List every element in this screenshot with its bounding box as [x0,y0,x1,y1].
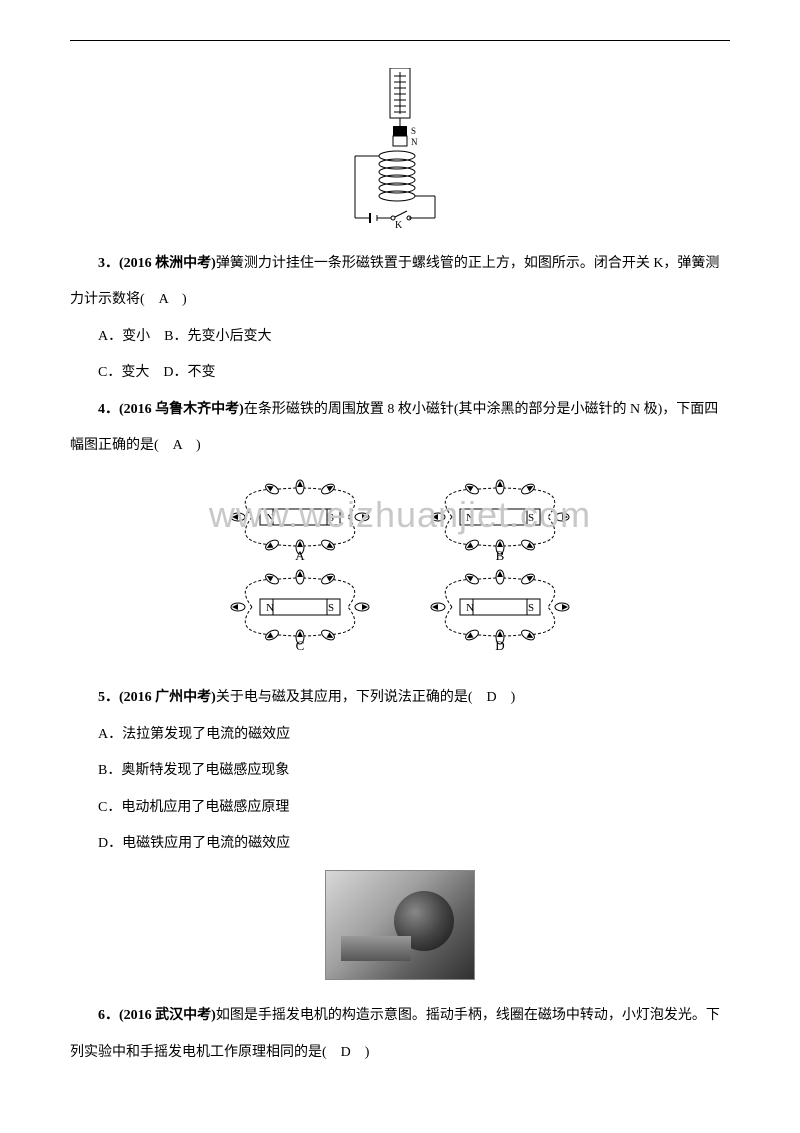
q3-text: 3．(2016 株洲中考)弹簧测力计挂住一条形磁铁置于螺线管的正上方，如图所示。… [70,246,730,319]
q4-num: 4． [98,402,119,417]
q5-src: (2016 广州中考) [119,690,216,705]
svg-text:B: B [496,548,505,563]
q6-figure [70,870,730,980]
q4-text: 4．(2016 乌鲁木齐中考)在条形磁铁的周围放置 8 枚小磁针(其中涂黑的部分… [70,392,730,465]
svg-text:S: S [411,126,416,136]
svg-text:K: K [395,220,403,228]
q3-num: 3． [98,256,119,271]
q3-src: (2016 株洲中考) [119,256,216,271]
svg-text:N: N [411,137,418,147]
q5-num: 5． [98,690,119,705]
q3-optA: A．变小 B．先变小后变大 [70,319,730,355]
q6-text: 6．(2016 武汉中考)如图是手摇发电机的构造示意图。摇动手柄，线圈在磁场中转… [70,998,730,1071]
q5-optA: A．法拉第发现了电流的磁效应 [70,717,730,753]
q3-figure: S N K [70,68,730,228]
q3-optC: C．变大 D．不变 [70,355,730,391]
header-rule [70,40,730,41]
q5-optD: D．电磁铁应用了电流的磁效应 [70,826,730,862]
q6-num: 6． [98,1008,119,1023]
q5-optC: C．电动机应用了电磁感应原理 [70,790,730,826]
q5-optB: B．奥斯特发现了电磁感应现象 [70,753,730,789]
q4-figure: www.weizhuanjiet.com N S [70,472,730,662]
generator-photo [325,870,475,980]
svg-text:C: C [296,638,305,653]
svg-text:A: A [295,548,305,563]
q4-src: (2016 乌鲁木齐中考) [119,402,244,417]
q5-body: 关于电与磁及其应用，下列说法正确的是( D ) [216,690,515,705]
svg-text:D: D [495,638,504,653]
q6-src: (2016 武汉中考) [119,1008,216,1023]
q5-text: 5．(2016 广州中考)关于电与磁及其应用，下列说法正确的是( D ) [70,680,730,716]
